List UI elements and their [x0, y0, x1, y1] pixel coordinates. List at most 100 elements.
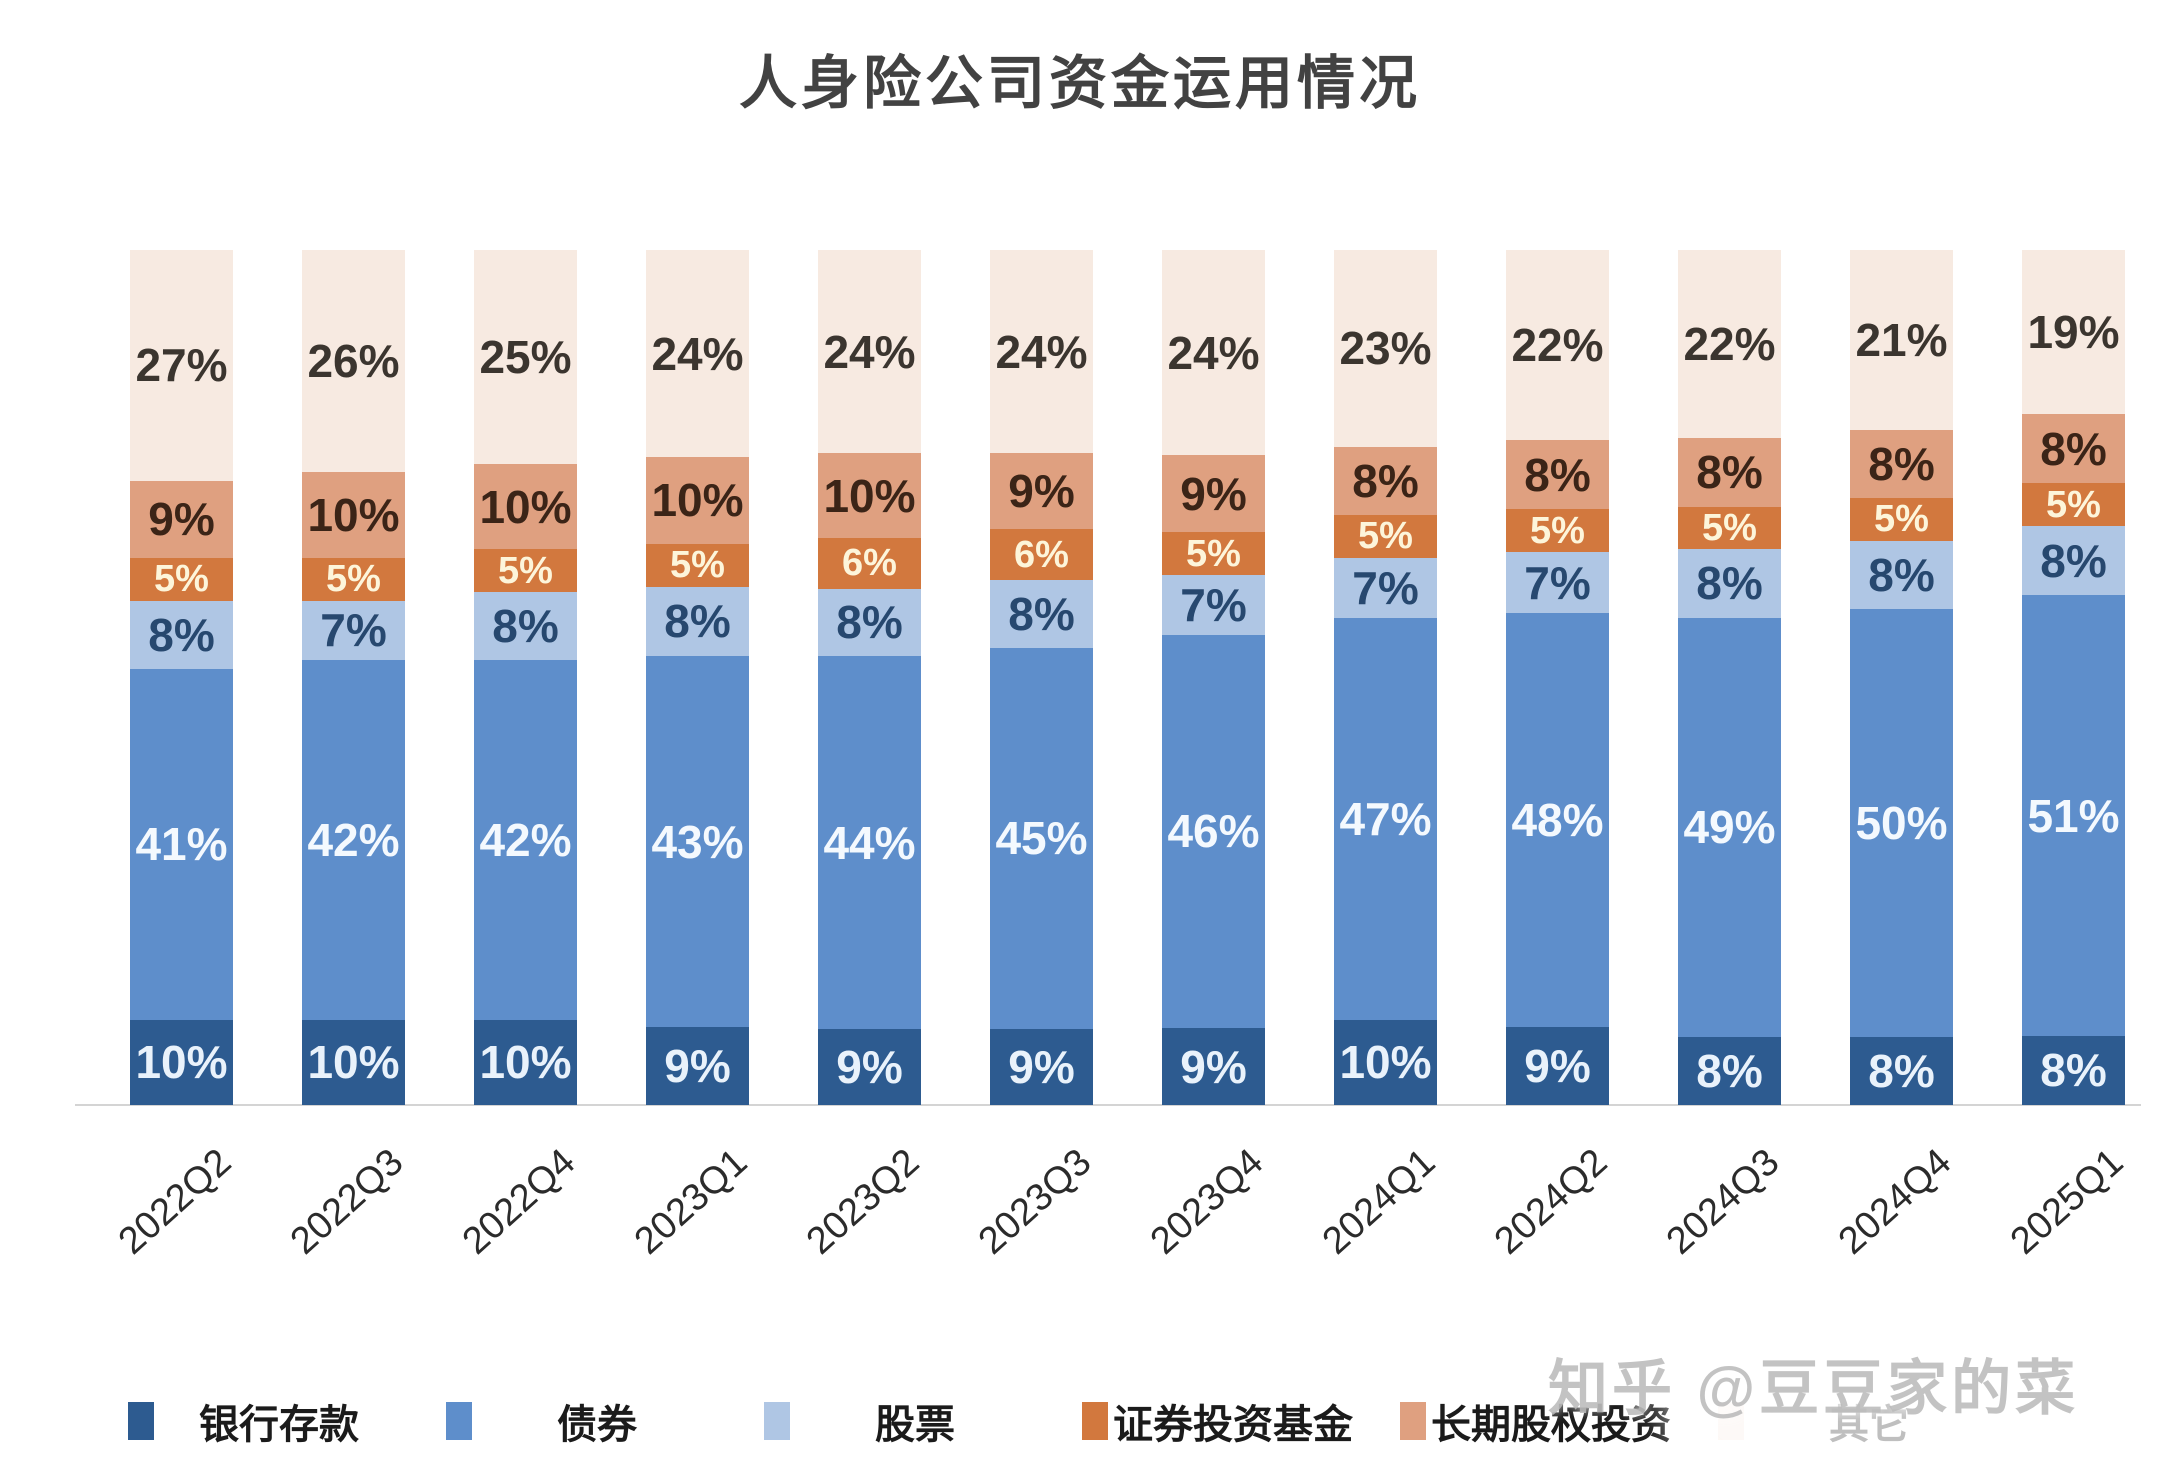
segment-value-label: 26% [307, 335, 400, 388]
segment-value-label: 7% [320, 604, 387, 657]
segment-长期股权投资-2022Q4: 10% [474, 463, 577, 550]
x-axis-label-2024Q2: 2024Q2 [1487, 1141, 1616, 1263]
x-axis-line [75, 1104, 2141, 1106]
segment-证券投资基金-2024Q3: 5% [1678, 506, 1781, 550]
segment-证券投资基金-2023Q3: 6% [990, 529, 1093, 581]
segment-value-label: 9% [1180, 1040, 1247, 1093]
segment-value-label: 46% [1167, 805, 1260, 858]
bar-2023Q4: 9% 46% 7% 5% 9% 24% [1162, 250, 1265, 1105]
segment-股票-2023Q4: 7% [1162, 574, 1265, 635]
segment-证券投资基金-2022Q4: 5% [474, 549, 577, 593]
segment-value-label: 5% [1186, 532, 1241, 575]
segment-其它-2024Q1: 23% [1334, 250, 1437, 447]
segment-value-label: 9% [1524, 1040, 1591, 1093]
chart-title: 人身险公司资金运用情况 [738, 51, 1421, 116]
segment-债券-2024Q3: 49% [1678, 617, 1781, 1037]
segment-其它-2024Q3: 22% [1678, 250, 1781, 439]
segment-股票-2024Q3: 8% [1678, 549, 1781, 618]
bar-2023Q2: 9% 44% 8% 6% 10% 24% [818, 250, 921, 1105]
segment-其它-2023Q1: 24% [646, 250, 749, 458]
segment-value-label: 10% [307, 1036, 400, 1089]
segment-value-label: 10% [1339, 1036, 1432, 1089]
segment-长期股权投资-2024Q1: 8% [1334, 446, 1437, 516]
segment-value-label: 24% [823, 325, 916, 378]
segment-股票-2024Q2: 7% [1506, 552, 1609, 613]
segment-value-label: 6% [1014, 533, 1069, 576]
segment-value-label: 43% [651, 815, 744, 868]
legend-swatch-证券投资基金 [1082, 1402, 1108, 1440]
segment-债券-2024Q1: 47% [1334, 617, 1437, 1020]
segment-其它-2025Q1: 19% [2022, 250, 2125, 415]
x-axis-label-2024Q4: 2024Q4 [1831, 1141, 1960, 1263]
segment-银行存款-2023Q1: 9% [646, 1027, 749, 1105]
segment-value-label: 8% [2040, 422, 2107, 475]
segment-长期股权投资-2022Q3: 10% [302, 472, 405, 558]
segment-value-label: 10% [135, 1036, 228, 1089]
watermark: 知乎 @豆豆家的菜 [1548, 1355, 2080, 1422]
bar-2023Q3: 9% 45% 8% 6% 9% 24% [990, 250, 1093, 1105]
segment-债券-2023Q3: 45% [990, 647, 1093, 1029]
segment-债券-2024Q4: 50% [1850, 609, 1953, 1037]
segment-股票-2024Q1: 7% [1334, 557, 1437, 618]
segment-证券投资基金-2023Q2: 6% [818, 537, 921, 589]
segment-value-label: 10% [823, 469, 916, 522]
bar-2024Q2: 9% 48% 7% 5% 8% 22% [1506, 250, 1609, 1105]
segment-value-label: 8% [664, 595, 731, 648]
x-axis-label-2022Q2: 2022Q2 [111, 1141, 240, 1263]
segment-债券-2023Q4: 46% [1162, 634, 1265, 1029]
segment-银行存款-2022Q2: 10% [130, 1019, 233, 1105]
segment-银行存款-2023Q3: 9% [990, 1028, 1093, 1105]
segment-value-label: 5% [498, 549, 553, 592]
segment-银行存款-2024Q1: 10% [1334, 1019, 1437, 1105]
segment-value-label: 5% [670, 544, 725, 587]
segment-债券-2022Q3: 42% [302, 660, 405, 1020]
segment-长期股权投资-2025Q1: 8% [2022, 414, 2125, 484]
segment-value-label: 21% [1855, 313, 1948, 366]
segment-银行存款-2022Q3: 10% [302, 1019, 405, 1105]
segment-股票-2024Q4: 8% [1850, 540, 1953, 610]
segment-value-label: 44% [823, 816, 916, 869]
segment-value-label: 8% [1696, 557, 1763, 610]
segment-value-label: 50% [1855, 796, 1948, 849]
segment-银行存款-2023Q4: 9% [1162, 1028, 1265, 1105]
segment-证券投资基金-2024Q2: 5% [1506, 509, 1609, 553]
segment-value-label: 10% [651, 474, 744, 527]
bar-2022Q2: 10% 41% 8% 5% 9% 27% [130, 250, 233, 1105]
segment-证券投资基金-2022Q2: 5% [130, 557, 233, 601]
segment-value-label: 10% [307, 489, 400, 542]
segment-value-label: 5% [2046, 483, 2101, 526]
segment-value-label: 7% [1180, 578, 1247, 631]
segment-value-label: 8% [2040, 534, 2107, 587]
segment-长期股权投资-2023Q1: 10% [646, 457, 749, 544]
legend-label-证券投资基金: 证券投资基金 [1113, 1403, 1353, 1447]
segment-其它-2022Q3: 26% [302, 250, 405, 473]
segment-value-label: 8% [1524, 448, 1591, 501]
bar-2025Q1: 8% 51% 8% 5% 8% 19% [2022, 250, 2125, 1105]
segment-股票-2022Q4: 8% [474, 592, 577, 661]
segment-债券-2022Q2: 41% [130, 668, 233, 1020]
segment-value-label: 42% [479, 813, 572, 866]
watermark-wash [1700, 1338, 2080, 1448]
segment-value-label: 8% [1868, 437, 1935, 490]
segment-value-label: 5% [1358, 515, 1413, 558]
bar-2022Q3: 10% 42% 7% 5% 10% 26% [302, 250, 405, 1105]
bar-2023Q1: 9% 43% 8% 5% 10% 24% [646, 250, 749, 1105]
segment-value-label: 24% [995, 325, 1088, 378]
segment-value-label: 9% [1008, 1040, 1075, 1093]
segment-value-label: 8% [1352, 454, 1419, 507]
bar-2024Q3: 8% 49% 8% 5% 8% 22% [1678, 250, 1781, 1105]
segment-value-label: 47% [1339, 792, 1432, 845]
segment-银行存款-2024Q4: 8% [1850, 1036, 1953, 1105]
legend-label-债券: 债券 [557, 1403, 637, 1447]
segment-债券-2025Q1: 51% [2022, 595, 2125, 1036]
segment-证券投资基金-2022Q3: 5% [302, 557, 405, 601]
segment-value-label: 9% [1180, 467, 1247, 520]
segment-银行存款-2025Q1: 8% [2022, 1035, 2125, 1105]
segment-value-label: 5% [1874, 498, 1929, 541]
segment-value-label: 10% [479, 480, 572, 533]
segment-股票-2022Q3: 7% [302, 600, 405, 661]
bar-2024Q4: 8% 50% 8% 5% 8% 21% [1850, 250, 1953, 1105]
bar-2024Q1: 10% 47% 7% 5% 8% 23% [1334, 250, 1437, 1105]
